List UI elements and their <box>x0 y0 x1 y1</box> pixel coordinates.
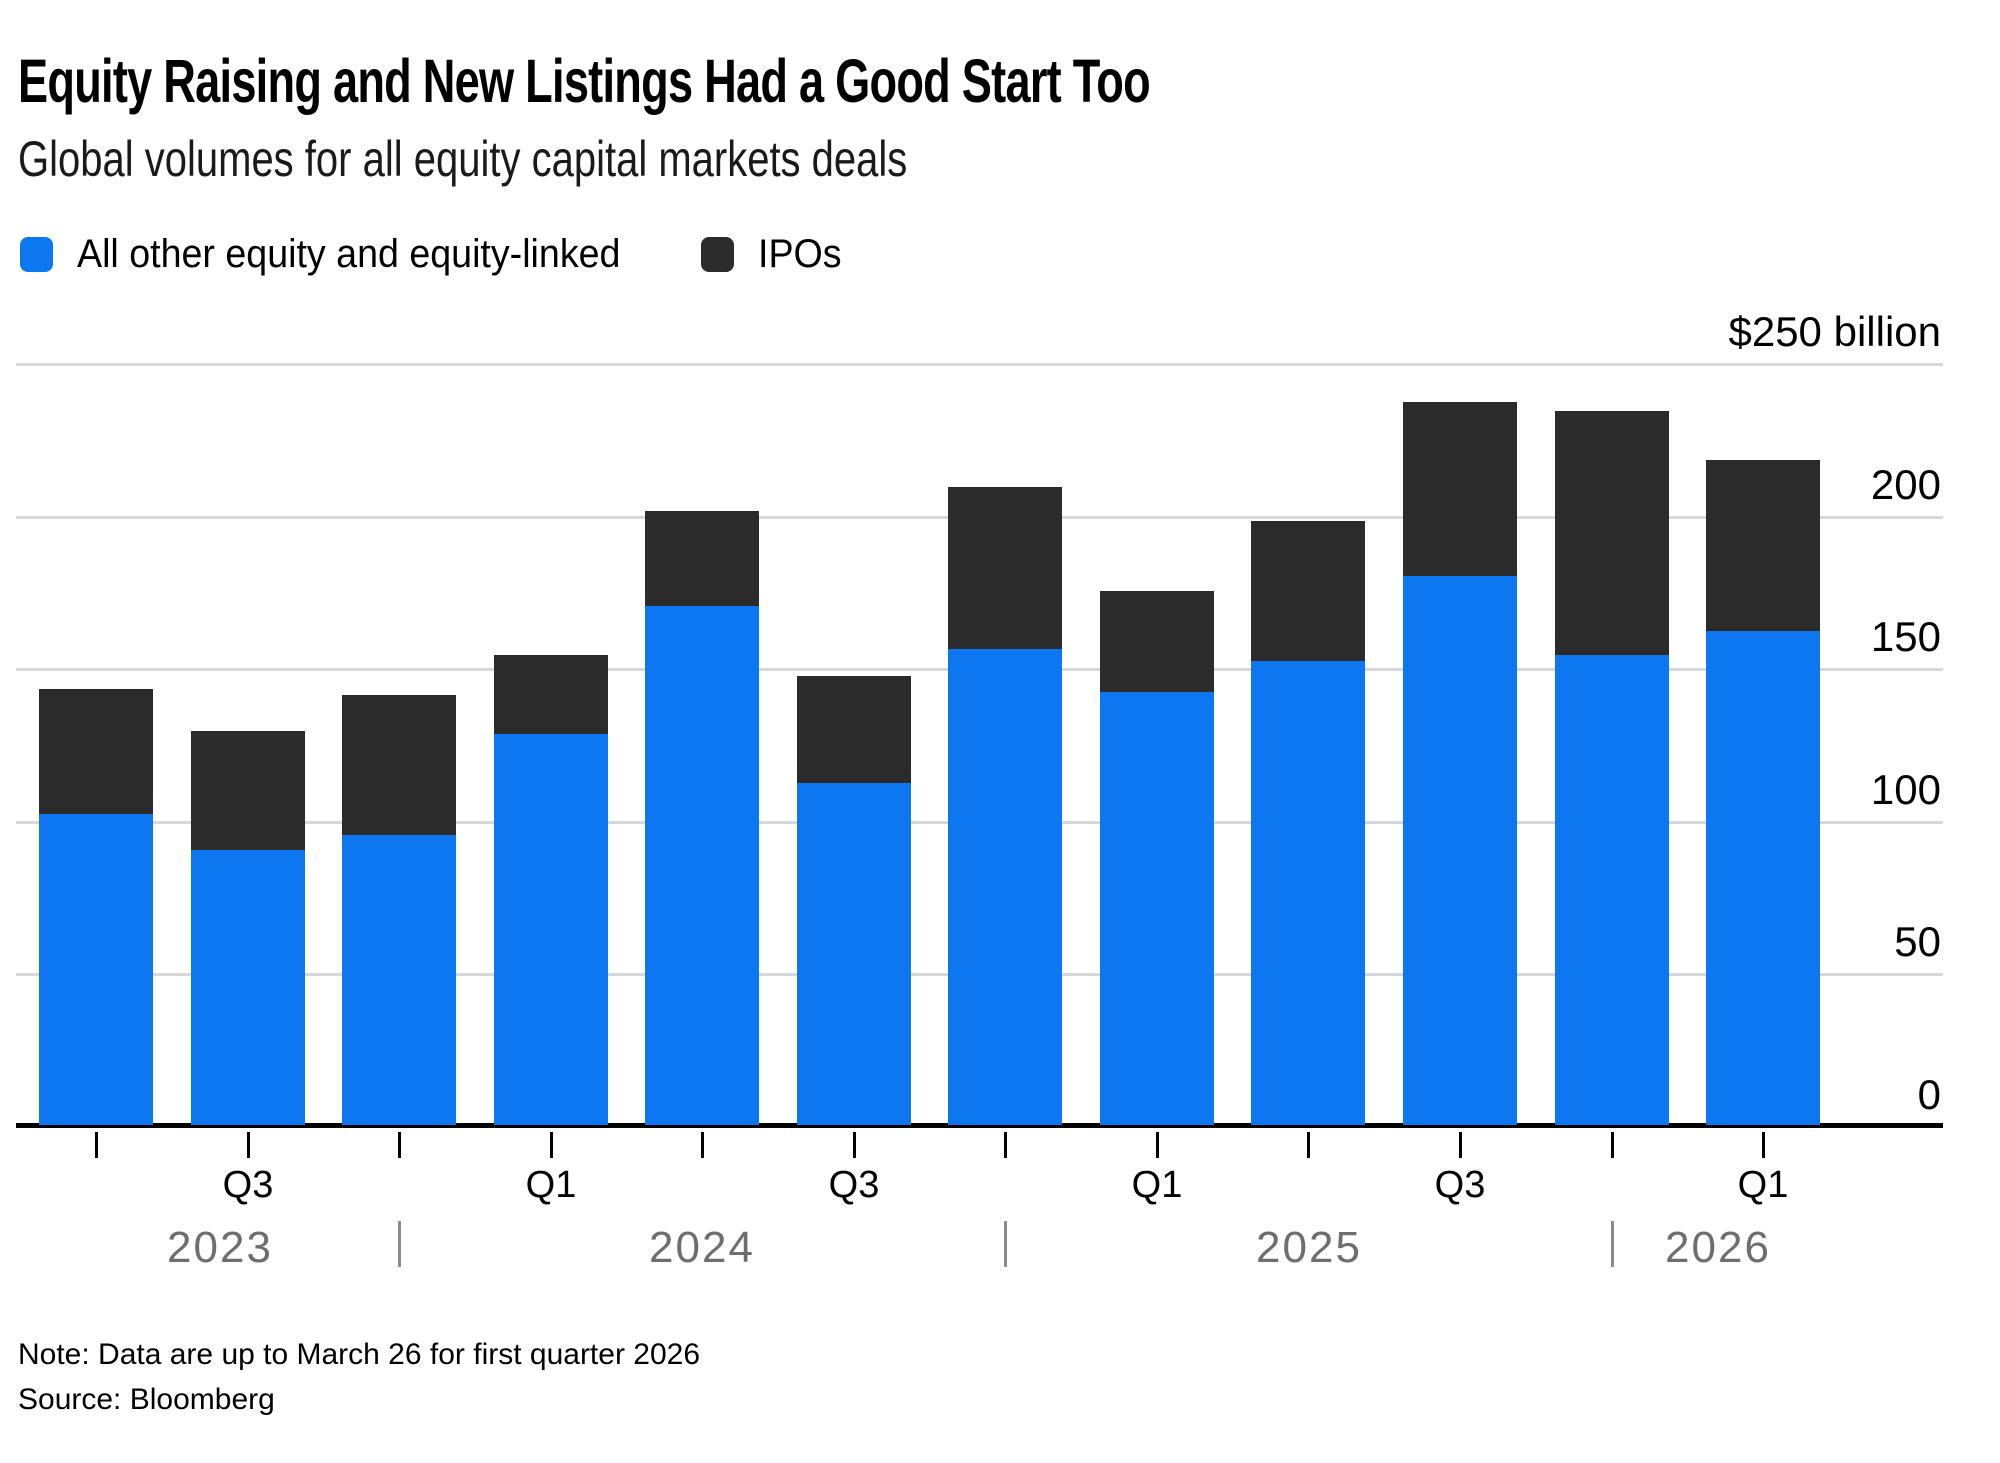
x-tick <box>701 1132 704 1158</box>
footnote: Note: Data are up to March 26 for first … <box>18 1338 701 1371</box>
bar-group-q3-2024 <box>797 676 911 1125</box>
plot-area: $250 billion 200 150 100 50 0 Q3 Q1 Q3 Q1 Q3 Q1 2023… <box>16 308 1943 1272</box>
bar-segment-other-equity <box>1555 655 1669 1125</box>
bar-segment-other-equity <box>342 835 456 1125</box>
legend-label-other-equity: All other equity and equity-linked <box>77 232 621 276</box>
bar-segment-other-equity <box>1403 576 1517 1125</box>
legend: All other equity and equity-linked IPOs <box>20 234 847 274</box>
bar-group-q1-2026 <box>1706 460 1820 1125</box>
bar-group-q2-2023 <box>39 689 153 1125</box>
y-axis-label-150: 150 <box>1870 613 1941 660</box>
bar-segment-ipos <box>1403 402 1517 576</box>
legend-label-ipos: IPOs <box>758 232 842 276</box>
legend-swatch-ipos <box>701 236 735 272</box>
bar-segment-ipos <box>191 731 305 850</box>
year-label-2024: 2024 <box>649 1223 755 1272</box>
bar-segment-ipos <box>1706 460 1820 631</box>
legend-item-ipos: IPOs <box>701 234 847 274</box>
bar-segment-ipos <box>1251 521 1365 661</box>
bar-group-q4-2023 <box>342 695 456 1125</box>
x-tick-label: Q1 <box>1131 1164 1183 1206</box>
bar-group-q3-2023 <box>191 731 305 1125</box>
bar-segment-ipos <box>948 487 1062 649</box>
bar-group-q4-2025 <box>1555 411 1669 1125</box>
gridline-250 <box>16 363 1943 366</box>
x-tick <box>853 1132 856 1158</box>
x-tick <box>1762 1132 1765 1158</box>
bar-segment-other-equity <box>1706 631 1820 1125</box>
source-line: Source: Bloomberg <box>18 1383 275 1416</box>
chart-title: Equity Raising and New Listings Had a Go… <box>18 47 1151 115</box>
x-tick <box>550 1132 553 1158</box>
bar-segment-other-equity <box>39 814 153 1125</box>
x-tick-label: Q3 <box>1434 1164 1486 1206</box>
y-axis-label-0: 0 <box>1917 1071 1941 1118</box>
bar-group-q3-2025 <box>1403 402 1517 1125</box>
bar-segment-other-equity <box>1251 661 1365 1125</box>
x-tick-label: Q1 <box>525 1164 577 1206</box>
legend-swatch-other-equity <box>20 236 53 272</box>
bar-segment-other-equity <box>494 734 608 1125</box>
x-tick <box>1307 1132 1310 1158</box>
bar-segment-ipos <box>494 655 608 734</box>
bar-group-q2-2024 <box>645 511 759 1125</box>
bar-segment-ipos <box>342 695 456 835</box>
x-tick <box>247 1132 250 1158</box>
bar-segment-ipos <box>39 689 153 814</box>
bar-segment-ipos <box>1100 591 1214 692</box>
bar-group-q4-2024 <box>948 487 1062 1125</box>
x-tick-label: Q3 <box>828 1164 880 1206</box>
bar-segment-other-equity <box>948 649 1062 1125</box>
bar-group-q2-2025 <box>1251 521 1365 1125</box>
bar-segment-ipos <box>1555 411 1669 655</box>
year-divider <box>1611 1221 1614 1267</box>
x-axis-line <box>16 1123 1943 1128</box>
bar-segment-other-equity <box>645 606 759 1125</box>
year-label-2023: 2023 <box>167 1223 273 1272</box>
x-tick <box>1611 1132 1614 1158</box>
y-axis-label-50: 50 <box>1894 918 1941 965</box>
y-axis-label-200: 200 <box>1870 461 1941 508</box>
year-divider <box>398 1221 401 1267</box>
bar-segment-other-equity <box>1100 692 1214 1125</box>
y-axis-label-100: 100 <box>1870 766 1941 813</box>
bar-segment-ipos <box>645 511 759 606</box>
chart-subtitle: Global volumes for all equity capital ma… <box>18 131 908 187</box>
bar-group-q1-2024 <box>494 655 608 1125</box>
bar-segment-other-equity <box>191 850 305 1125</box>
year-label-2025: 2025 <box>1256 1223 1362 1272</box>
x-tick-label: Q1 <box>1737 1164 1789 1206</box>
bar-segment-ipos <box>797 676 911 783</box>
x-tick <box>1004 1132 1007 1158</box>
legend-item-other-equity: All other equity and equity-linked <box>20 234 655 274</box>
x-tick <box>1156 1132 1159 1158</box>
y-axis-label-250: $250 billion <box>1728 308 1941 355</box>
bar-segment-other-equity <box>797 783 911 1125</box>
x-tick <box>398 1132 401 1158</box>
bar-group-q1-2025 <box>1100 591 1214 1125</box>
x-tick-label: Q3 <box>222 1164 274 1206</box>
x-tick <box>95 1132 98 1158</box>
x-tick <box>1459 1132 1462 1158</box>
year-divider <box>1004 1221 1007 1267</box>
year-label-2026: 2026 <box>1665 1223 1771 1272</box>
